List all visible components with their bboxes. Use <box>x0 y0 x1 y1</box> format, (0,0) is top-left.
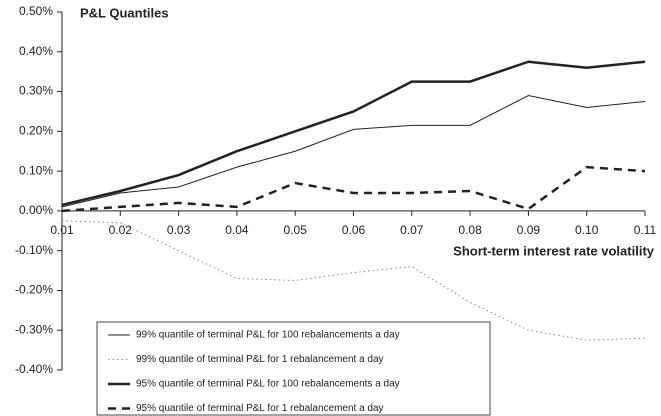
y-tick-label: -0.40% <box>15 362 53 376</box>
x-tick-label: 0.08 <box>458 223 482 237</box>
y-tick-label: 0.10% <box>19 163 53 177</box>
series-line <box>61 95 646 208</box>
x-tick-label: 0.09 <box>517 223 541 237</box>
x-tick-label: 0.04 <box>225 223 249 237</box>
legend-label: 95% quantile of terminal P&L for 1 rebal… <box>136 403 384 414</box>
x-tick-label: 0.10 <box>575 223 599 237</box>
y-tick-label: -0.20% <box>15 283 53 297</box>
x-axis-label: Short-term interest rate volatility <box>453 243 655 258</box>
legend-label: 95% quantile of terminal P&L for 100 reb… <box>136 379 400 390</box>
legend-box <box>96 321 491 416</box>
x-tick-label: 0.06 <box>342 223 366 237</box>
y-tick-label: 0.20% <box>19 124 53 138</box>
x-tick-label: 0.01 <box>50 223 74 237</box>
chart-title: P&L Quantiles <box>80 5 169 20</box>
legend-label: 99% quantile of terminal P&L for 1 rebal… <box>136 354 384 365</box>
series-line <box>61 165 646 213</box>
series-line <box>61 60 646 207</box>
x-tick-label: 0.07 <box>400 223 424 237</box>
y-tick-label: -0.30% <box>15 322 53 336</box>
y-tick-label: 0.50% <box>19 4 53 18</box>
y-tick-label: -0.10% <box>15 243 53 257</box>
x-tick-label: 0.02 <box>109 223 133 237</box>
y-tick-label: 0.40% <box>19 44 53 58</box>
x-tick-label: 0.11 <box>634 223 657 237</box>
y-tick-label: 0.00% <box>19 203 53 217</box>
legend-label: 99% quantile of terminal P&L for 100 reb… <box>136 330 400 341</box>
x-tick-label: 0.03 <box>167 223 191 237</box>
x-tick-label: 0.05 <box>284 223 308 237</box>
y-tick-label: 0.30% <box>19 84 53 98</box>
